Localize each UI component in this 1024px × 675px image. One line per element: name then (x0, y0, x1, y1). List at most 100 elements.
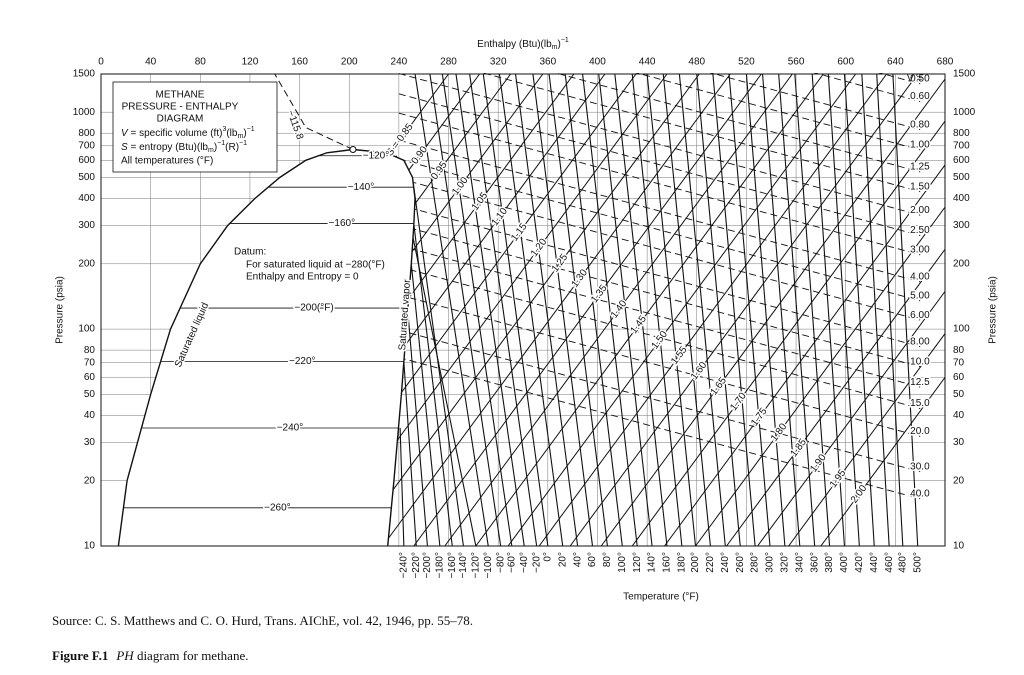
isentrope-group (475, 74, 824, 546)
isentrope (788, 74, 945, 546)
isentrope-group (444, 74, 793, 546)
x-tick-label: 40 (145, 57, 157, 68)
y-tick-label: 30 (84, 437, 96, 448)
y-tick-label: 200 (78, 258, 95, 269)
isotherm (410, 263, 441, 547)
isotherm (498, 73, 564, 547)
y-tick-label-right: 500 (953, 172, 970, 183)
dome-isotherm-label: −220° (289, 356, 316, 367)
isotherm-label: 0° (542, 552, 553, 562)
isentrope (413, 74, 762, 546)
y-tick-label: 600 (78, 155, 95, 166)
isochore-label: 3.00 (910, 244, 930, 255)
y-tick-label: 400 (78, 193, 95, 204)
x-tick-label: 240 (391, 57, 408, 68)
isentrope-group (507, 74, 857, 546)
isentrope-group (413, 74, 762, 546)
isochore-label: 12.5 (910, 377, 930, 388)
isotherm-label: −120° (470, 552, 481, 579)
x-tick-label: 640 (887, 57, 904, 68)
isochore (398, 204, 921, 348)
y-tick-label-right: 80 (953, 345, 965, 356)
legend-title: METHANE (156, 90, 205, 101)
x-tick-label: 480 (688, 57, 705, 68)
x-tick-label: 560 (788, 57, 805, 68)
isotherm-label: −140° (458, 552, 469, 579)
y-tick-label-right: 300 (953, 220, 970, 231)
y-axis-title-right: Pressure (psia) (988, 276, 999, 344)
x-tick-label: 160 (291, 57, 308, 68)
y-tick-label: 10 (84, 541, 96, 552)
isotherm-label: −200° (422, 552, 433, 579)
x-tick-label: 520 (738, 57, 755, 68)
legend-volume: V = specific volume (ft)3(lbm)−1 (121, 126, 255, 140)
figure-caption: Figure F.1 PH diagram for methane. (52, 648, 248, 663)
isentrope (726, 74, 945, 546)
isentrope-label: 1.70 (728, 390, 749, 413)
isentrope (820, 74, 945, 546)
isotherm-label: 400° (839, 552, 850, 573)
datum-note: Enthalpy and Entropy = 0 (246, 272, 359, 283)
isentrope (444, 74, 793, 546)
datum-note: Datum: (234, 247, 266, 258)
y-tick-label: 60 (84, 372, 96, 383)
x-tick-label: 400 (589, 57, 606, 68)
x-tick-label: 80 (195, 57, 207, 68)
x-axis-title: Enthalpy (Btu)(lbm)−1 (477, 37, 569, 51)
source-caption: Source: C. S. Matthews and C. O. Hurd, T… (52, 613, 473, 628)
isentrope-label: 1.75 (749, 406, 770, 429)
isotherm (582, 73, 638, 547)
isotherm (413, 187, 464, 547)
critical-isotherm (274, 73, 354, 150)
isentrope (351, 74, 700, 546)
isentrope-group (631, 74, 945, 546)
isotherm (413, 223, 453, 547)
legend-entropy: S = entropy (Btu)(lbm)−1(R)−1 (121, 140, 247, 154)
y-tick-label: 1500 (73, 69, 96, 80)
isotherm-label: −40° (519, 552, 530, 573)
y-tick-label-right: 20 (953, 475, 965, 486)
isotherm (696, 73, 741, 547)
isochore-label: 1.25 (910, 162, 930, 173)
isotherm-label: 160° (662, 552, 673, 573)
isotherm-label: 260° (735, 552, 746, 573)
isotherm (827, 73, 860, 547)
y-tick-label: 1000 (73, 107, 96, 118)
y-tick-label-right: 30 (953, 437, 965, 448)
dome-isotherm-label: −240° (277, 423, 304, 434)
isentrope-group (664, 74, 945, 546)
y-tick-label: 800 (78, 128, 95, 139)
isentrope (631, 74, 945, 546)
isotherm-label: 80° (602, 552, 613, 567)
isentrope (507, 74, 857, 546)
isotherm-label: −220° (411, 552, 422, 579)
isentrope-label: 1.90 (808, 452, 829, 475)
isochore-label: 6.00 (910, 310, 930, 321)
critical-point (349, 145, 357, 153)
isentrope-label: 1.10 (490, 206, 511, 229)
isentrope-group (600, 74, 945, 546)
isentrope-label: 1.15 (509, 221, 530, 244)
x-tick-label: 440 (639, 57, 656, 68)
isotherm (548, 73, 608, 547)
x-tick-label: 0 (98, 57, 104, 68)
x-tick-label: 120 (242, 57, 259, 68)
isotherm (646, 73, 697, 547)
isotherm (515, 73, 579, 547)
isochore-header: V = (907, 74, 922, 85)
isentrope-label: 1.30 (570, 267, 591, 290)
y-tick-label: 700 (78, 140, 95, 151)
isotherm (532, 73, 594, 547)
dome-isotherm-label: −140° (348, 182, 375, 193)
isotherm-label: −100° (483, 552, 494, 579)
isotherm-label: 180° (677, 552, 688, 573)
isentrope-group (757, 74, 945, 546)
isotherm-label: 100° (617, 552, 628, 573)
isochore-label: 20.0 (910, 426, 930, 437)
isotherm (403, 361, 417, 547)
isentrope (292, 74, 449, 546)
gas-region (292, 73, 945, 547)
isotherm-label: 460° (884, 552, 895, 573)
isotherm (414, 73, 489, 547)
isentrope-group (695, 74, 945, 546)
